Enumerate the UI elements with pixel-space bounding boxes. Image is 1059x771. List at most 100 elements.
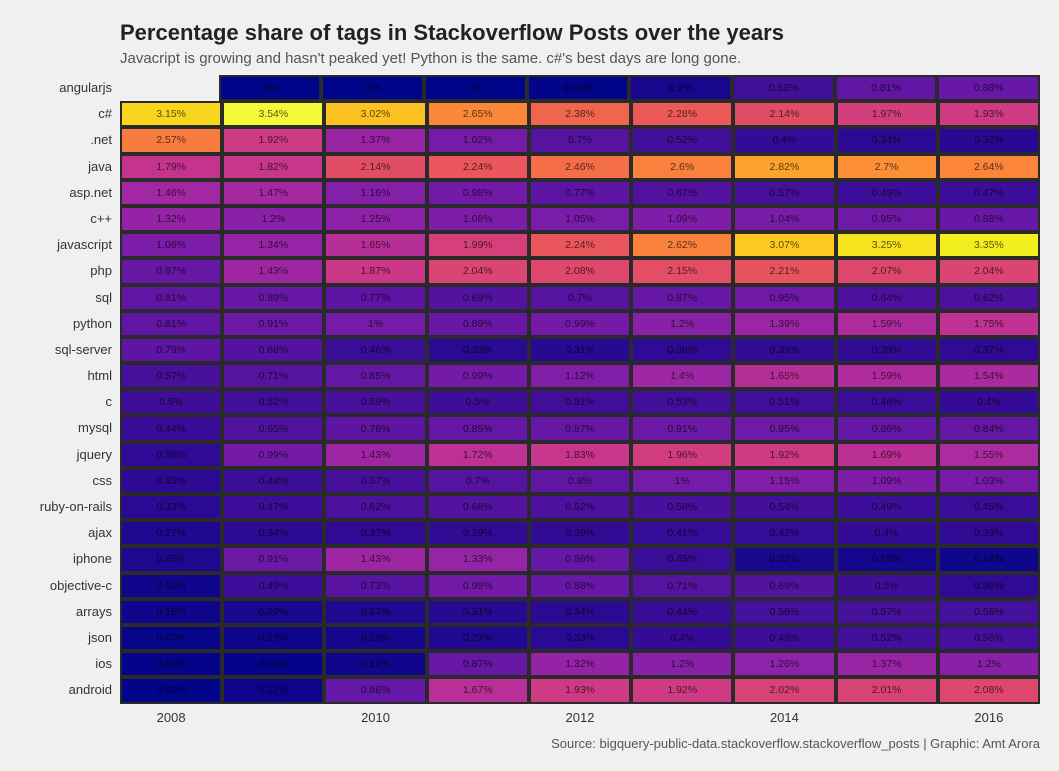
heatmap-cell: 2.24% (427, 154, 529, 180)
heatmap-cell: 0.81% (120, 285, 222, 311)
heatmap-cell: 1.37% (324, 127, 426, 153)
heatmap-cell: 0.64% (836, 285, 938, 311)
heatmap-cell: 0.95% (733, 285, 835, 311)
heatmap-cell: 0.52% (631, 127, 733, 153)
y-label: css (20, 468, 112, 494)
heatmap-row: 0.81%0.89%0.77%0.69%0.7%0.87%0.95%0.64%0… (120, 285, 1040, 311)
heatmap-cell: 0.31% (427, 599, 529, 625)
heatmap-cell: 2.6% (631, 154, 733, 180)
heatmap-row: 0.02%0.12%0.86%1.67%1.93%1.92%2.02%2.01%… (120, 677, 1040, 703)
heatmap-cell: 0.71% (631, 573, 733, 599)
x-label: 2014 (733, 710, 835, 725)
heatmap-cell: 0.31% (529, 337, 631, 363)
heatmap-cell: 0.57% (324, 468, 426, 494)
heatmap-cell: 0.81% (120, 311, 222, 337)
heatmap-cell: 0.57% (120, 363, 222, 389)
heatmap-cell: 0.59% (324, 389, 426, 415)
heatmap-row: 0.07%0.13%0.19%0.27%0.33%0.4%0.48%0.52%0… (120, 625, 1040, 651)
heatmap-cell: 1.96% (631, 442, 733, 468)
heatmap-cell: 1.92% (222, 127, 324, 153)
heatmap-cell: 2.28% (631, 101, 733, 127)
heatmap-cell: 0.57% (836, 599, 938, 625)
heatmap-cell: 0.42% (733, 520, 835, 546)
heatmap-cell: 1.05% (529, 206, 631, 232)
heatmap-cell: 0.77% (324, 285, 426, 311)
heatmap-cell: 0.51% (733, 389, 835, 415)
heatmap-cell: 1.06% (120, 232, 222, 258)
heatmap-cell: 1.93% (529, 677, 631, 703)
heatmap-row: 0.35%0.48%0.57%0.7%0.8%1%1.15%1.09%1.03% (120, 468, 1040, 494)
heatmap-cell: 2.14% (324, 154, 426, 180)
heatmap-cell: 2.02% (733, 677, 835, 703)
y-label: php (20, 258, 112, 284)
heatmap-cell: 0.19% (836, 546, 938, 572)
heatmap-cell: 0.27% (120, 520, 222, 546)
heatmap-cell: 0.27% (324, 599, 426, 625)
heatmap-row: 0.15%0.22%0.27%0.31%0.34%0.44%0.56%0.57%… (120, 599, 1040, 625)
heatmap-cell: 0.49% (222, 573, 324, 599)
heatmap-cell: 0.56% (938, 599, 1040, 625)
heatmap-cell: 1.82% (222, 154, 324, 180)
y-label: sql (20, 285, 112, 311)
heatmap-cell: 0.51% (529, 389, 631, 415)
heatmap-cell: 0.22% (733, 546, 835, 572)
heatmap-cell: 0.5% (120, 389, 222, 415)
heatmap-cell: 0.48% (222, 468, 324, 494)
heatmap-cell: 1.59% (836, 363, 938, 389)
x-label: 2010 (324, 710, 426, 725)
heatmap-cell: 0.8% (529, 468, 631, 494)
heatmap-cell: 2.57% (120, 127, 222, 153)
chart-source: Source: bigquery-public-data.stackoverfl… (20, 736, 1040, 751)
heatmap-cell: 2.64% (938, 154, 1040, 180)
heatmap-cell: 0.85% (427, 415, 529, 441)
heatmap-cell: 1.97% (836, 101, 938, 127)
heatmap-cell: 1.4% (631, 363, 733, 389)
heatmap-cell: 0.99% (427, 363, 529, 389)
heatmap-cell: 0.87% (631, 285, 733, 311)
heatmap-row: 3.15%3.54%3.02%2.65%2.38%2.28%2.14%1.97%… (120, 101, 1040, 127)
heatmap-cell: 0.67% (631, 180, 733, 206)
chart-title: Percentage share of tags in Stackoverflo… (120, 20, 1040, 46)
heatmap-cell: 0.14% (938, 546, 1040, 572)
y-label: java (20, 154, 112, 180)
y-label: jquery (20, 442, 112, 468)
y-label: json (20, 625, 112, 651)
heatmap-cell: 0.49% (836, 180, 938, 206)
heatmap-cell: 0.86% (529, 546, 631, 572)
heatmap-cell: 0.25% (120, 546, 222, 572)
heatmap-area: angularjsc#.netjavaasp.netc++javascriptp… (20, 75, 1040, 704)
heatmap-row: 1.32%1.2%1.25%1.08%1.05%1.09%1.04%0.95%0… (120, 206, 1040, 232)
heatmap-cell: 0.36% (120, 442, 222, 468)
heatmap-cell: 1.32% (529, 651, 631, 677)
heatmap-cell: 0.45% (631, 546, 733, 572)
heatmap-cell: 0.46% (836, 389, 938, 415)
heatmap-cell: 1.25% (324, 206, 426, 232)
heatmap-cell: 1.75% (938, 311, 1040, 337)
heatmap-cell: 0% (219, 75, 322, 101)
heatmap-row: 0.25%0.91%1.43%1.33%0.86%0.45%0.22%0.19%… (120, 546, 1040, 572)
heatmap-cell: 1.43% (324, 546, 426, 572)
heatmap-cell: 1.65% (733, 363, 835, 389)
heatmap-cell: 1.72% (427, 442, 529, 468)
heatmap-cell: 0.41% (631, 520, 733, 546)
heatmap-cell: 0.34% (222, 520, 324, 546)
heatmap-cell: 1.47% (222, 180, 324, 206)
y-label: asp.net (20, 180, 112, 206)
heatmap-cell: 0.71% (222, 363, 324, 389)
heatmap-cell: 0.4% (733, 127, 835, 153)
heatmap-cell: 0.87% (120, 258, 222, 284)
heatmap-cell: 0.54% (733, 494, 835, 520)
heatmap-cell: 0.53% (732, 75, 835, 101)
heatmap-cell: 3.54% (222, 101, 324, 127)
y-label: android (20, 677, 112, 703)
heatmap-cell: 0.48% (733, 625, 835, 651)
heatmap-cell: 1.37% (836, 651, 938, 677)
y-label: c (20, 389, 112, 415)
heatmap-cell: 0.89% (222, 285, 324, 311)
heatmap-cell: 0.95% (836, 206, 938, 232)
heatmap-cell: 0.7% (529, 127, 631, 153)
heatmap-cell: 3.02% (324, 101, 426, 127)
heatmap-cell: 0.7% (529, 285, 631, 311)
heatmap-cell: 0.4% (836, 520, 938, 546)
heatmap-cell: 0.16% (120, 573, 222, 599)
